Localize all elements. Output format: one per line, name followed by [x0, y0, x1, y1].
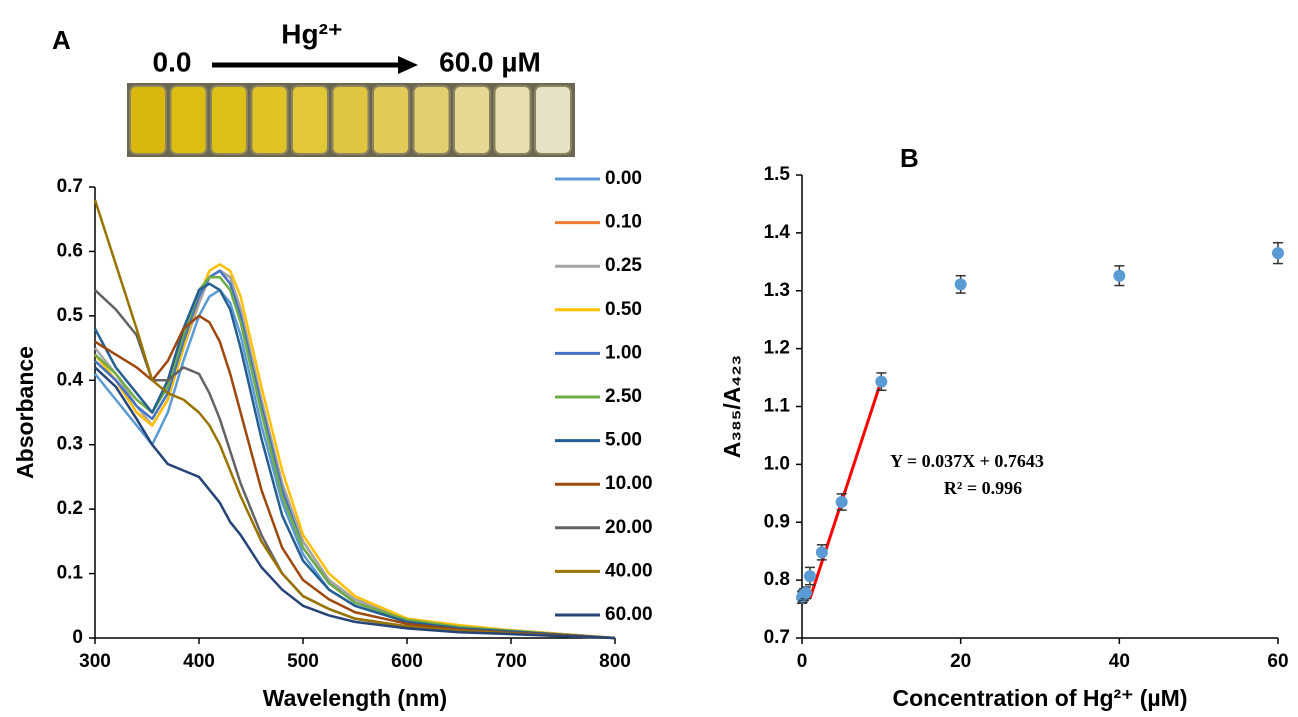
y-tick-label: 0.6: [57, 240, 83, 261]
arrow-head: [398, 56, 418, 74]
y-tick-label: 0.2: [57, 498, 83, 519]
data-point: [799, 586, 812, 599]
legend-label: 0.25: [605, 255, 642, 276]
data-point: [815, 546, 828, 559]
legend-label: 10.00: [605, 473, 653, 494]
x-tick-label: 300: [79, 651, 111, 672]
y-tick-label: 0.7: [57, 176, 83, 197]
vial: [210, 85, 248, 155]
spectrum-line: [93, 282, 616, 640]
data-point: [1272, 247, 1284, 260]
y-axis-title: Absorbance: [12, 346, 38, 479]
spectrum-line: [94, 269, 616, 640]
y-tick-label: 0.4: [57, 369, 84, 390]
y-tick-label: 1.1: [764, 396, 791, 417]
x-axis-title: Wavelength (nm): [263, 685, 447, 711]
data-point: [835, 495, 848, 508]
y-tick-label: 0.8: [764, 569, 790, 590]
data-point: [954, 278, 967, 291]
spectrum-line: [94, 269, 616, 640]
vial: [453, 85, 491, 155]
legend-label: 0.10: [605, 212, 642, 233]
vial-photo: [127, 83, 575, 157]
x-tick-label: 0: [797, 651, 808, 672]
equation: Y = 0.037X + 0.7643: [890, 451, 1044, 471]
x-tick-label: 20: [950, 651, 971, 672]
legend-label: 40.00: [605, 560, 653, 581]
x-tick-label: 600: [391, 651, 423, 672]
y-tick-label: 0.9: [764, 511, 790, 532]
data-point: [875, 375, 888, 388]
vial: [493, 85, 532, 155]
vial: [250, 85, 289, 155]
spectrum-line: [93, 199, 616, 640]
y-axis-title: A₃₈₅/A₄₂₃: [719, 355, 745, 458]
y-tick-label: 1.4: [764, 222, 791, 243]
vial: [372, 85, 410, 155]
legend-label: 20.00: [605, 517, 653, 538]
vial: [169, 85, 208, 155]
x-axis-title: Concentration of Hg²⁺ (µM): [893, 685, 1188, 711]
vial: [412, 85, 451, 155]
vial: [291, 85, 329, 155]
x-tick-label: 400: [183, 651, 215, 672]
legend-label: 0.50: [605, 299, 642, 320]
x-tick-label: 500: [287, 651, 319, 672]
data-point: [1113, 269, 1126, 282]
vial: [331, 85, 370, 155]
r-squared: R² = 0.996: [944, 478, 1022, 498]
x-tick-label: 60: [1267, 651, 1288, 672]
x-tick-label: 800: [599, 651, 631, 672]
y-tick-label: 0.1: [57, 563, 84, 584]
inset-start: 0.0: [153, 46, 192, 77]
legend-label: 5.00: [605, 430, 642, 451]
y-tick-label: 1.0: [764, 453, 790, 474]
spectrum-line: [94, 289, 616, 640]
legend-label: 0.00: [605, 168, 642, 189]
y-tick-label: 0.7: [764, 627, 790, 648]
y-tick-label: 0: [72, 627, 83, 648]
fit-line: [808, 379, 883, 600]
spectrum-line: [94, 288, 616, 640]
spectrum-line: [94, 275, 616, 640]
spectrum-line: [94, 366, 616, 640]
spectrum-line: [94, 269, 616, 640]
vial: [129, 85, 167, 155]
inset-reagent: Hg²⁺: [281, 18, 342, 49]
inset-end: 60.0 µM: [439, 46, 541, 77]
legend-label: 60.00: [605, 604, 653, 625]
panel-label: A: [52, 25, 71, 55]
x-tick-label: 700: [495, 651, 527, 672]
y-tick-label: 0.3: [57, 434, 83, 455]
vial: [534, 85, 572, 155]
y-tick-label: 1.5: [764, 164, 791, 185]
panel-label: B: [900, 143, 919, 173]
y-tick-label: 1.2: [764, 338, 790, 359]
spectrum-line: [94, 314, 616, 640]
legend-label: 1.00: [605, 342, 642, 363]
x-tick-label: 40: [1109, 651, 1130, 672]
y-tick-label: 0.5: [57, 305, 84, 326]
data-point: [803, 570, 816, 583]
legend-label: 2.50: [605, 386, 642, 407]
spectrum-line: [94, 263, 616, 640]
y-tick-label: 1.3: [764, 280, 790, 301]
